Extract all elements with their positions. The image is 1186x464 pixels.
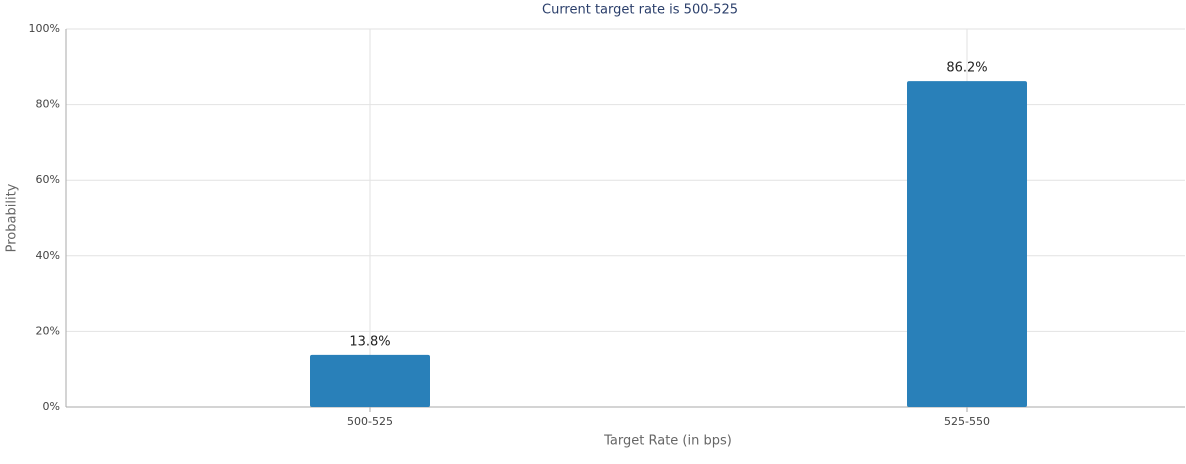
y-axis-title: Probability <box>5 183 20 252</box>
y-tick-label: 20% <box>36 324 60 337</box>
y-tick-label: 100% <box>29 22 60 35</box>
bar <box>310 354 430 407</box>
x-axis-title: Target Rate (in bps) <box>603 434 732 449</box>
x-tick-label: 500-525 <box>347 415 393 428</box>
value-label: 86.2% <box>946 61 987 76</box>
value-label: 13.8% <box>349 334 390 349</box>
y-tick-label: 80% <box>36 98 60 111</box>
x-tick-label: 525-550 <box>944 415 990 428</box>
y-tick-label: 40% <box>36 249 60 262</box>
y-tick-label: 0% <box>43 400 60 413</box>
bar <box>907 81 1027 407</box>
y-tick-label: 60% <box>36 173 60 186</box>
chart-title: Current target rate is 500-525 <box>542 3 738 18</box>
